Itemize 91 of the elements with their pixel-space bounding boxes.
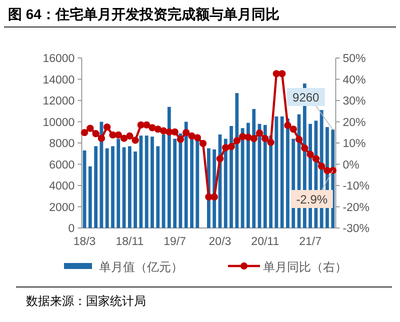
point xyxy=(256,129,264,137)
point xyxy=(98,134,106,142)
bar xyxy=(246,122,250,228)
bar xyxy=(88,166,92,228)
legend-label: 单月值（亿元） xyxy=(99,260,183,274)
x-tick-label: 21/7 xyxy=(299,236,322,248)
x-tick-label: 20/3 xyxy=(208,236,232,248)
source-note: 数据来源：国家统计局 xyxy=(26,294,146,308)
bar xyxy=(235,93,239,228)
y2-tick-label: -10% xyxy=(342,180,370,192)
point xyxy=(262,134,269,142)
point xyxy=(86,124,94,132)
point xyxy=(250,134,258,142)
x-tick-label: 18/11 xyxy=(116,236,144,248)
y-tick-label: 6000 xyxy=(49,159,75,172)
y-tick-label: 0 xyxy=(68,223,75,235)
y-tick-label: 14000 xyxy=(42,74,75,86)
point xyxy=(92,130,100,138)
y2-tick-label: 0% xyxy=(342,159,360,172)
bar xyxy=(116,138,120,228)
point xyxy=(148,124,156,132)
point xyxy=(290,126,297,133)
point xyxy=(188,132,196,140)
point xyxy=(132,136,139,144)
y2-tick-label: 50% xyxy=(342,53,366,65)
bar xyxy=(240,128,244,228)
label: 9260 xyxy=(286,88,334,130)
point xyxy=(301,144,308,152)
point xyxy=(194,134,202,142)
y-tick-label: 2000 xyxy=(49,202,75,214)
x-tick-label: 19/7 xyxy=(164,236,186,248)
point xyxy=(318,162,326,170)
data-label: 9260 xyxy=(292,90,320,104)
bar xyxy=(173,138,177,228)
point xyxy=(278,70,286,78)
point xyxy=(120,134,128,142)
bar xyxy=(184,122,188,228)
bar xyxy=(150,136,154,228)
y2-tick-label: -20% xyxy=(342,202,370,214)
bar xyxy=(128,146,132,228)
label: -2.9% xyxy=(290,170,334,208)
point xyxy=(114,131,122,139)
point xyxy=(312,155,320,162)
point xyxy=(295,136,303,143)
point xyxy=(306,150,314,158)
point xyxy=(171,128,178,136)
bar xyxy=(134,152,138,228)
bar xyxy=(190,138,194,228)
bar xyxy=(156,146,160,228)
y2-tick-label: 40% xyxy=(342,74,366,86)
point xyxy=(329,166,336,174)
y-tick-label: 8000 xyxy=(49,138,75,150)
x-tick-label: 18/3 xyxy=(73,236,96,248)
point xyxy=(176,136,184,143)
bar xyxy=(263,124,267,228)
point xyxy=(199,140,207,148)
bar xyxy=(167,106,171,228)
point xyxy=(126,132,134,140)
point xyxy=(80,128,88,136)
bar xyxy=(286,118,290,228)
data-label: -2.9% xyxy=(296,192,328,206)
y-tick-label: 10000 xyxy=(42,116,75,129)
y-tick-label: 4000 xyxy=(49,180,75,192)
y2-tick-label: -30% xyxy=(342,223,370,235)
x-tick-label: 20/11 xyxy=(251,236,280,248)
bar xyxy=(94,146,98,228)
bar xyxy=(111,146,114,228)
point xyxy=(182,128,190,136)
y2-tick-label: 20% xyxy=(342,116,366,129)
bar xyxy=(280,116,284,228)
point xyxy=(216,155,224,162)
bar xyxy=(252,109,256,228)
point xyxy=(228,143,235,150)
y-tick-label: 16000 xyxy=(42,53,75,65)
bar xyxy=(274,116,278,228)
point xyxy=(210,193,218,201)
bar xyxy=(196,138,200,228)
point xyxy=(143,121,150,129)
point xyxy=(104,123,111,131)
y-tick-label: 12000 xyxy=(42,96,75,108)
bar xyxy=(144,136,148,228)
legend-label: 单月同比（右） xyxy=(263,260,347,274)
chart-title: 图 64：住宅单月开发投资完成额与单月同比 xyxy=(8,6,280,22)
y2-tick-label: 30% xyxy=(342,96,366,108)
point xyxy=(267,138,274,146)
bar xyxy=(230,126,233,228)
y2-tick-label: 10% xyxy=(342,138,366,150)
bar xyxy=(224,138,228,228)
bar xyxy=(105,148,109,228)
point xyxy=(284,122,292,129)
point xyxy=(233,137,241,144)
